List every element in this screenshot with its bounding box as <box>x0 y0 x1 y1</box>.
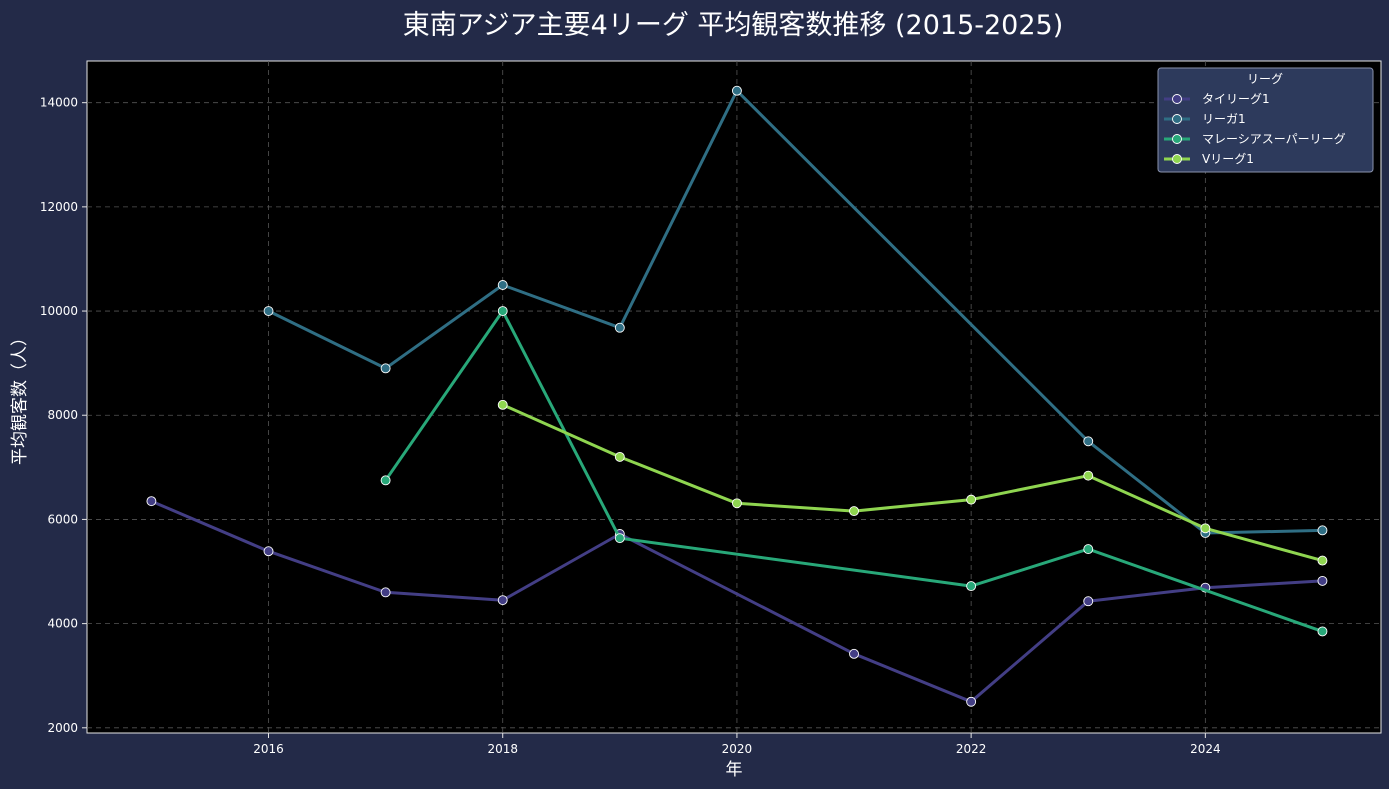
data-point <box>1083 544 1094 555</box>
data-point <box>263 306 274 316</box>
x-tick-label: 2020 <box>722 742 753 756</box>
x-tick-label: 2024 <box>1190 742 1221 756</box>
data-point <box>1317 575 1328 586</box>
data-point <box>966 494 977 505</box>
y-axis-label: 平均観客数（人） <box>10 329 30 465</box>
data-point <box>966 696 977 707</box>
data-point <box>1317 626 1328 637</box>
legend-box <box>1157 67 1374 173</box>
data-point <box>146 496 157 507</box>
series <box>380 306 1328 637</box>
legend-marker <box>1172 114 1182 124</box>
y-axis-ticks: 2000 4000 6000 8000 10000 12000 14000 <box>40 96 87 735</box>
series <box>263 85 1328 538</box>
y-tick-label: 4000 <box>47 617 78 631</box>
data-point <box>497 595 508 606</box>
data-point <box>1317 555 1328 566</box>
x-axis-ticks: 2016 2018 2020 2022 2024 <box>253 733 1221 756</box>
legend-marker <box>1172 134 1182 144</box>
series-line <box>501 403 1324 563</box>
data-point <box>849 648 859 659</box>
data-point <box>263 546 274 557</box>
x-tick-label: 2016 <box>253 742 284 756</box>
grid-lines <box>87 61 1381 733</box>
series-line <box>384 309 1324 633</box>
data-point <box>497 306 508 316</box>
x-tick-label: 2018 <box>487 742 518 756</box>
data-point <box>614 533 625 544</box>
legend-marker <box>1172 94 1182 104</box>
x-axis-label: 年 <box>726 760 743 780</box>
series-layer <box>146 85 1328 707</box>
data-point <box>1317 525 1328 536</box>
legend-label: Vリーグ1 <box>1202 152 1254 166</box>
legend-item: マレーシアスーパーリーグ <box>1164 132 1346 146</box>
y-tick-label: 10000 <box>40 304 78 318</box>
legend-item: タイリーグ1 <box>1164 92 1270 106</box>
data-point <box>849 506 859 517</box>
legend-label: マレーシアスーパーリーグ <box>1202 132 1346 146</box>
legend-items: タイリーグ1 リーガ1 マレーシアスーパーリーグ Vリーグ1 <box>1164 92 1346 166</box>
legend-item: リーガ1 <box>1164 112 1246 126</box>
legend-marker <box>1172 154 1182 164</box>
data-point <box>614 322 625 333</box>
data-point <box>497 399 508 410</box>
data-point <box>1083 470 1094 481</box>
chart-title: 東南アジア主要4リーグ 平均観客数推移 (2015-2025) <box>403 10 1064 41</box>
plot-area <box>86 60 1382 734</box>
series <box>497 399 1328 566</box>
data-point <box>966 581 977 592</box>
legend-item: Vリーグ1 <box>1164 152 1254 166</box>
legend-label: リーガ1 <box>1202 112 1246 126</box>
legend-label: タイリーグ1 <box>1202 92 1270 106</box>
y-tick-label: 14000 <box>40 96 78 110</box>
data-point <box>380 587 391 598</box>
series-line <box>149 499 1324 704</box>
series-line <box>267 89 1324 535</box>
series <box>146 496 1328 707</box>
data-point <box>497 280 508 290</box>
data-point <box>380 363 391 374</box>
legend: リーグ タイリーグ1 リーガ1 マレーシアスーパーリーグ Vリーグ1 <box>1157 67 1374 173</box>
data-point <box>731 498 742 509</box>
legend-title: リーグ <box>1247 72 1283 86</box>
data-point <box>731 85 742 96</box>
x-tick-label: 2022 <box>956 742 987 756</box>
data-point <box>1083 436 1094 447</box>
y-tick-label: 6000 <box>47 512 78 526</box>
y-tick-label: 2000 <box>47 721 78 735</box>
y-tick-label: 8000 <box>47 408 78 422</box>
data-point <box>1083 596 1094 607</box>
data-point <box>614 451 625 462</box>
y-tick-label: 12000 <box>40 200 78 214</box>
data-point <box>1200 523 1211 534</box>
data-point <box>380 475 391 486</box>
